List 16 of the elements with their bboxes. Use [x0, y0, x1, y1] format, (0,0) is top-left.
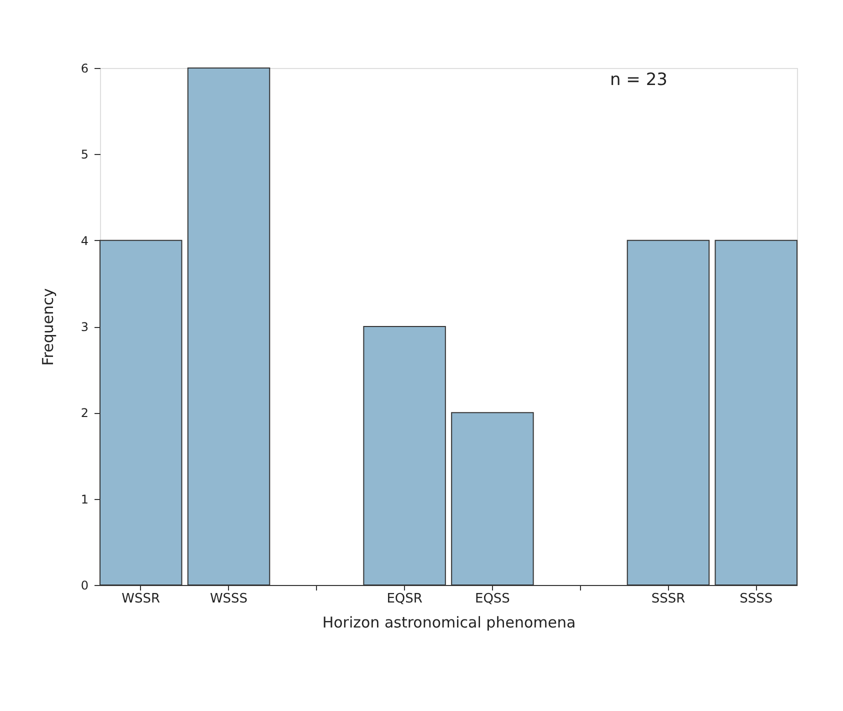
y-tick-label: 3	[80, 320, 88, 334]
x-tick-label: EQSR	[386, 592, 422, 606]
x-tick-label: SSSS	[740, 592, 773, 606]
y-tick-label: 5	[80, 148, 88, 162]
y-tick-label: 0	[80, 578, 88, 592]
y-tick-label: 2	[80, 406, 88, 420]
x-tick-label: SSSR	[651, 592, 686, 606]
annotation: n = 23	[610, 70, 668, 90]
y-tick-label: 6	[80, 62, 88, 76]
x-tick-label: WSSR	[122, 592, 160, 606]
x-tick-label: EQSS	[474, 592, 510, 606]
x-axis-title: Horizon astronomical phenomena	[322, 614, 576, 632]
y-tick-label: 1	[80, 492, 88, 506]
x-tick-label: WSSS	[210, 592, 248, 606]
y-tick-label: 4	[80, 234, 88, 248]
y-axis-title: Frequency	[38, 288, 57, 366]
